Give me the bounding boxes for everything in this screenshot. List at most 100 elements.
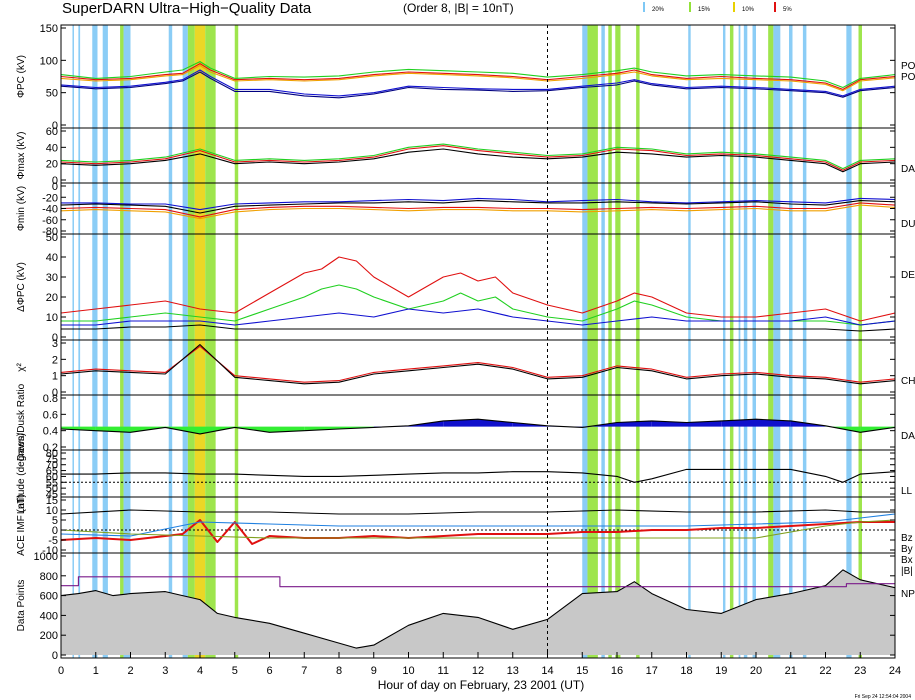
highlight-band xyxy=(120,25,124,658)
panel-points xyxy=(60,569,896,655)
y-tick-label: 2 xyxy=(52,354,58,366)
right-tag: Bx xyxy=(901,555,913,566)
highlight-band xyxy=(738,25,741,658)
y-tick-label: 200 xyxy=(40,630,58,642)
series-line-imf xyxy=(60,519,895,545)
series-line-phi-max xyxy=(60,145,896,171)
panel-delta-phi xyxy=(60,256,896,332)
series-line-imf xyxy=(60,513,896,537)
x-tick-label: 14 xyxy=(541,665,553,677)
y-tick-label: -60 xyxy=(42,215,58,227)
y-tick-label: 50 xyxy=(46,232,58,244)
x-tick-label: 17 xyxy=(646,665,658,677)
series-line-points xyxy=(61,576,895,588)
highlight-band xyxy=(205,25,216,658)
highlight-band xyxy=(582,25,588,658)
x-tick-label: 15 xyxy=(576,665,588,677)
figure-title: SuperDARN Ultra−High−Quality Data xyxy=(62,0,312,17)
series-line-phi-min xyxy=(60,204,896,220)
highlight-band xyxy=(846,25,852,658)
highlight-band xyxy=(92,25,98,658)
y-tick-label: 65 xyxy=(46,466,58,478)
highlight-band xyxy=(789,25,793,658)
x-tick-label: 1 xyxy=(93,665,99,677)
y-tick-label: 50 xyxy=(46,88,58,100)
series-line-phi-pc xyxy=(60,64,896,92)
y-axis-label: Latitude (degrees) xyxy=(16,433,27,514)
y-tick-label: 10 xyxy=(46,312,58,324)
highlight-band xyxy=(722,25,726,658)
highlight-band xyxy=(168,25,173,658)
right-tag: LL xyxy=(901,486,913,497)
highlight-band xyxy=(636,25,640,658)
series-line-chi2 xyxy=(60,345,896,383)
y-tick-label: 10 xyxy=(46,505,58,517)
series-line-delta-phi xyxy=(61,308,896,326)
highlight-band xyxy=(587,25,598,658)
y-tick-label: -40 xyxy=(42,204,58,216)
highlight-band xyxy=(72,25,74,658)
y-tick-label: 20 xyxy=(46,159,58,171)
y-axis-label: Φmin (kV) xyxy=(16,186,27,231)
y-axis-label: ACE IMF (nT) xyxy=(16,494,27,556)
highlight-band xyxy=(608,25,612,658)
series-line-delta-phi xyxy=(61,324,896,332)
y-tick-label: -80 xyxy=(42,226,58,238)
series-line-phi-min xyxy=(60,202,896,218)
right-tag: DA xyxy=(901,431,915,442)
right-tag: NP xyxy=(901,589,915,600)
figure-subtitle: (Order 8, |B| = 10nT) xyxy=(403,1,514,15)
x-tick-label: 0 xyxy=(58,665,64,677)
series-line-ratio xyxy=(60,418,896,435)
legend-label: 5% xyxy=(783,7,792,13)
y-axis-label: Dawn/Dusk Ratio xyxy=(16,383,27,461)
panel-phi-min xyxy=(60,197,896,220)
y-tick-label: 60 xyxy=(46,471,58,483)
y-tick-label: 0 xyxy=(52,332,58,344)
bands-layer xyxy=(72,25,862,658)
x-tick-label: 24 xyxy=(889,665,901,677)
legend-label: 10% xyxy=(742,7,755,13)
highlight-band xyxy=(752,25,756,658)
y-tick-label: 75 xyxy=(46,454,58,466)
y-tick-label: 150 xyxy=(40,23,58,35)
series-line-phi-max xyxy=(60,148,896,173)
highlight-band xyxy=(688,25,691,658)
y-tick-label: 40 xyxy=(46,142,58,154)
x-tick-label: 13 xyxy=(507,665,519,677)
series-line-chi2 xyxy=(60,344,896,385)
y-tick-label: 40 xyxy=(46,252,58,264)
y-tick-label: 0 xyxy=(52,387,58,399)
y-axis-label: ΔΦPC (kV) xyxy=(16,262,27,312)
right-tag: DA xyxy=(901,164,915,175)
y-tick-label: 3 xyxy=(52,338,58,350)
highlight-band xyxy=(187,25,195,658)
x-tick-label: 5 xyxy=(232,665,238,677)
y-tick-label: -20 xyxy=(42,192,58,204)
y-axis-label: χ² xyxy=(16,363,27,372)
y-tick-label: 15 xyxy=(46,495,58,507)
y-tick-label: 1 xyxy=(52,371,58,383)
ratio-fill-segment xyxy=(756,419,791,427)
highlight-band xyxy=(102,25,108,658)
series-line-phi-max xyxy=(60,143,896,170)
ratio-fill-segment xyxy=(721,419,756,427)
panel-imf xyxy=(60,509,896,545)
series-line-imf xyxy=(60,509,895,515)
y-tick-label: 600 xyxy=(40,591,58,603)
y-axis-label: Data Points xyxy=(16,580,27,632)
y-tick-label: 55 xyxy=(46,477,58,489)
x-tick-label: 9 xyxy=(371,665,377,677)
y-tick-label: 0.4 xyxy=(43,426,58,438)
series-line-phi-pc xyxy=(60,63,896,90)
panels-layer xyxy=(60,61,896,655)
y-tick-label: 5 xyxy=(52,515,58,527)
series-line-latitude xyxy=(61,468,896,483)
y-tick-label: 100 xyxy=(40,55,58,67)
y-tick-label: 50 xyxy=(46,483,58,495)
y-tick-label: 45 xyxy=(46,489,58,501)
x-tick-label: 19 xyxy=(715,665,727,677)
ratio-fill-segment xyxy=(304,426,339,431)
